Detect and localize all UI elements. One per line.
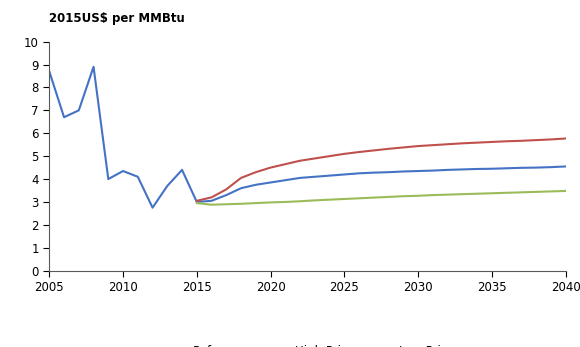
Reference <box>429 169 436 173</box>
Low Price <box>252 201 259 205</box>
Low Price <box>370 195 377 200</box>
Low Price <box>356 196 362 200</box>
Reference <box>238 186 245 190</box>
High Price <box>415 144 422 148</box>
Line: High Price: High Price <box>197 138 566 201</box>
Low Price <box>267 200 274 204</box>
Reference <box>75 108 82 112</box>
Low Price <box>548 189 554 194</box>
Reference <box>179 168 186 172</box>
Reference <box>46 69 53 74</box>
High Price <box>562 136 569 141</box>
Low Price <box>296 199 303 203</box>
Reference <box>267 180 274 185</box>
Low Price <box>459 192 466 196</box>
High Price <box>356 150 362 154</box>
Reference <box>532 166 539 170</box>
Reference <box>385 170 392 174</box>
Reference <box>356 171 362 176</box>
High Price <box>473 141 480 145</box>
High Price <box>193 199 200 203</box>
Reference <box>311 175 318 179</box>
Low Price <box>429 193 436 197</box>
Reference <box>488 167 495 171</box>
Low Price <box>385 195 392 199</box>
Reference <box>341 172 348 177</box>
Reference <box>90 65 97 69</box>
Low Price <box>400 194 407 198</box>
Low Price <box>488 191 495 195</box>
Reference <box>415 169 422 173</box>
Low Price <box>503 191 510 195</box>
Text: 2015US$ per MMBtu: 2015US$ per MMBtu <box>49 12 185 25</box>
Reference <box>370 171 377 175</box>
High Price <box>208 195 215 200</box>
Low Price <box>223 202 230 206</box>
Low Price <box>341 197 348 201</box>
Low Price <box>444 193 451 197</box>
Reference <box>252 183 259 187</box>
Reference <box>296 176 303 180</box>
Low Price <box>473 192 480 196</box>
Reference <box>548 165 554 169</box>
Low Price <box>238 202 245 206</box>
Reference <box>119 169 126 173</box>
Reference <box>149 205 156 210</box>
High Price <box>282 162 289 166</box>
High Price <box>296 159 303 163</box>
High Price <box>385 147 392 151</box>
High Price <box>444 142 451 146</box>
Low Price <box>562 189 569 193</box>
High Price <box>488 140 495 144</box>
High Price <box>459 141 466 145</box>
Reference <box>400 169 407 174</box>
Reference <box>60 115 67 119</box>
Reference <box>105 177 112 181</box>
High Price <box>429 143 436 147</box>
High Price <box>238 176 245 180</box>
Reference <box>208 199 215 203</box>
Reference <box>518 166 525 170</box>
Reference <box>135 175 142 179</box>
High Price <box>518 139 525 143</box>
Reference <box>562 164 569 169</box>
Reference <box>473 167 480 171</box>
High Price <box>548 137 554 142</box>
High Price <box>341 152 348 156</box>
Low Price <box>532 190 539 194</box>
High Price <box>370 148 377 152</box>
High Price <box>503 139 510 143</box>
Low Price <box>193 201 200 205</box>
Low Price <box>415 194 422 198</box>
Low Price <box>282 200 289 204</box>
High Price <box>326 154 333 158</box>
High Price <box>223 187 230 192</box>
High Price <box>400 145 407 150</box>
Reference <box>223 193 230 197</box>
High Price <box>311 156 318 161</box>
Low Price <box>208 203 215 207</box>
Reference <box>444 168 451 172</box>
Low Price <box>518 190 525 194</box>
Line: Low Price: Low Price <box>197 191 566 205</box>
High Price <box>532 138 539 142</box>
Low Price <box>326 197 333 202</box>
High Price <box>252 170 259 174</box>
High Price <box>267 166 274 170</box>
Reference <box>459 167 466 171</box>
Reference <box>164 184 171 188</box>
Reference <box>282 178 289 182</box>
Reference <box>193 200 200 204</box>
Line: Reference: Reference <box>49 67 566 208</box>
Reference <box>326 174 333 178</box>
Reference <box>503 166 510 170</box>
Low Price <box>311 198 318 202</box>
Legend: Reference, High Price, Low Price: Reference, High Price, Low Price <box>156 341 459 347</box>
